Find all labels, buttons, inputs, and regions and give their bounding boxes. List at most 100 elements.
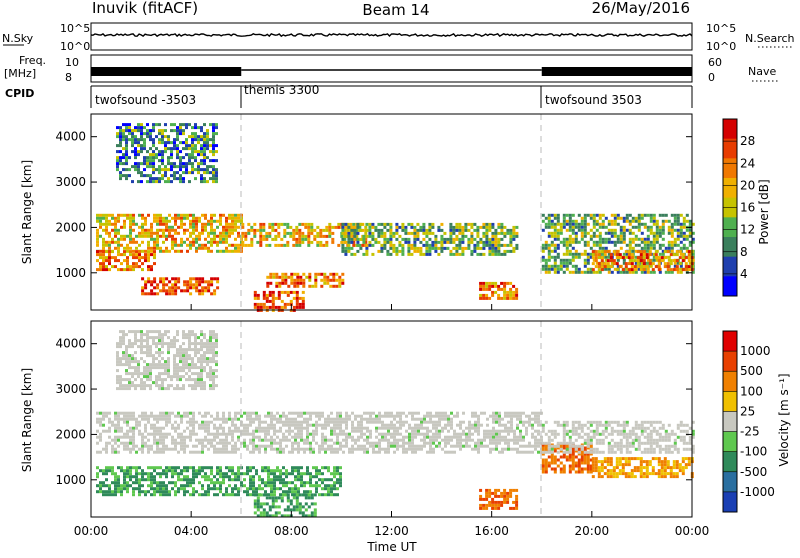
power-data-cell [497,238,500,241]
vel-data-cell [324,436,327,439]
vel-data-cell [165,448,168,451]
vel-data-cell [180,436,183,439]
power-data-cell [126,217,129,220]
power-data-cell [578,256,581,259]
power-data-cell [653,238,656,241]
vel-data-cell [387,445,390,448]
vel-data-cell [408,436,411,439]
power-data-cell [572,241,575,244]
power-data-cell [605,268,608,271]
vel-data-cell [120,469,123,472]
vel-data-cell [246,430,249,433]
vel-data-cell [135,478,138,481]
vel-data-cell [144,412,147,415]
vel-data-cell [649,463,652,466]
vel-data-cell [234,427,237,430]
vel-data-cell [162,433,165,436]
power-data-cell [616,250,619,253]
power-data-cell [116,135,119,138]
vel-data-cell [557,433,560,436]
power-data-cell [325,235,328,238]
vel-data-cell [438,424,441,427]
power-data-cell [554,226,557,229]
power-data-cell [395,253,398,256]
vel-data-cell [165,424,168,427]
vel-data-cell [297,490,300,493]
vel-data-cell [500,504,503,507]
power-data-cell [152,159,155,162]
power-data-cell [99,253,102,256]
vel-data-cell [273,484,276,487]
vel-data-cell [477,427,480,430]
power-data-cell [231,232,234,235]
power-data-cell [671,244,674,247]
power-data-cell [108,253,111,256]
power-data-cell [677,229,680,232]
power-data-cell [497,241,500,244]
vel-data-cell [297,424,300,427]
power-data-cell [644,223,647,226]
vel-data-cell [141,484,144,487]
power-data-cell [473,247,476,250]
vel-data-cell [426,415,429,418]
vel-data-cell [150,424,153,427]
power-data-cell [161,132,164,135]
vel-data-cell [287,505,290,508]
power-data-cell [117,217,120,220]
power-data-cell [503,226,506,229]
vel-data-cell [486,418,489,421]
power-data-cell [132,238,135,241]
vel-data-cell [658,460,661,463]
power-data-cell [143,144,146,147]
vel-data-cell [575,462,578,465]
power-data-cell [119,141,122,144]
power-data-cell [200,159,203,162]
power-data-cell [452,238,455,241]
vel-data-cell [273,424,276,427]
power-data-cell [158,168,161,171]
vel-data-cell [646,460,649,463]
vel-data-cell [324,439,327,442]
power-data-cell [304,238,307,241]
power-data-cell [599,217,602,220]
power-data-cell [192,232,195,235]
vel-data-cell [165,418,168,421]
vel-data-cell [408,448,411,451]
power-data-cell [488,285,491,288]
vel-data-cell [584,456,587,459]
vel-data-cell [324,418,327,421]
power-data-cell [203,153,206,156]
power-data-cell [476,253,479,256]
power-data-cell [179,150,182,153]
vel-data-cell [222,481,225,484]
power-data-cell [135,262,138,265]
vel-data-cell [123,442,126,445]
nsearch-tick-top: 10^5 [706,22,736,35]
power-data-cell [234,214,237,217]
power-data-cell [284,279,287,282]
power-data-cell [201,214,204,217]
vel-data-cell [237,448,240,451]
vel-data-cell [369,430,372,433]
vel-data-cell [519,445,522,448]
vel-data-cell [300,448,303,451]
power-data-cell [482,294,485,297]
vel-data-cell [171,448,174,451]
vel-data-cell [384,451,387,454]
power-data-cell [171,217,174,220]
vel-data-cell [266,511,269,514]
power-data-cell [212,132,215,135]
vel-data-cell [498,412,501,415]
vel-data-cell [300,421,303,424]
vel-data-cell [369,418,372,421]
vel-data-cell [477,418,480,421]
power-data-cell [146,159,149,162]
vel-data-cell [255,490,258,493]
vel-data-cell [168,421,171,424]
vel-data-cell [267,478,270,481]
vel-data-cell [171,436,174,439]
power-data-cell [572,256,575,259]
vel-data-cell [321,481,324,484]
vel-data-cell [282,490,285,493]
power-data-cell [141,235,144,238]
